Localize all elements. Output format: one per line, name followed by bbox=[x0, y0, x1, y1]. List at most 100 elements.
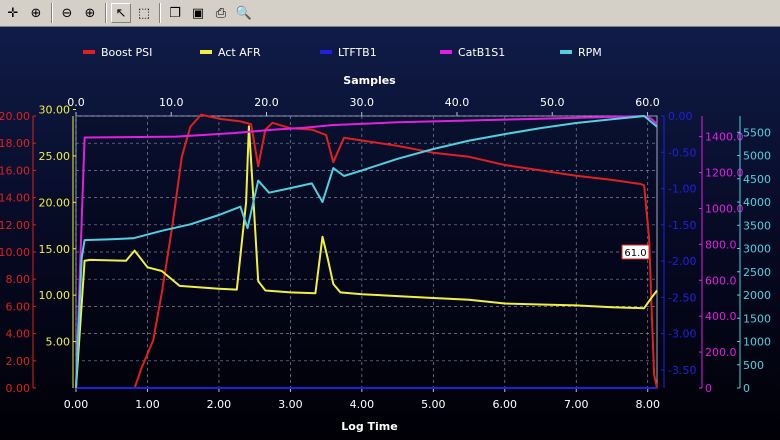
y-tick-label: 16.00 bbox=[0, 164, 30, 177]
print-preview-icon: 🔍 bbox=[235, 5, 253, 21]
y-tick-label: 800.0 bbox=[705, 238, 737, 251]
x-tick-label: 4.00 bbox=[350, 398, 375, 411]
legend-item: CatB1S1 bbox=[440, 46, 505, 59]
y-tick-label: 600.0 bbox=[705, 274, 737, 287]
y-tick-label: 25.00 bbox=[39, 150, 71, 163]
y-tick-label: 500 bbox=[743, 359, 764, 372]
x2-tick-label: 60.0 bbox=[635, 96, 660, 109]
chart-toolbar: ✛ ⊕ ⊖ ⊕ ↖ ⬚ ❐ ▣ ⎙ 🔍 bbox=[0, 0, 780, 27]
cursor-readout: 61.0 bbox=[621, 244, 650, 260]
legend: Boost PSI Act AFR LTFTB1 CatB1S1 RPM bbox=[83, 46, 602, 59]
chart: Boost PSI Act AFR LTFTB1 CatB1S1 RPM 0.00 1.0… bbox=[0, 27, 780, 440]
legend-item: RPM bbox=[560, 46, 602, 59]
y-tick-label: 1000 bbox=[743, 336, 771, 349]
legend-swatch bbox=[560, 50, 572, 54]
y-tick-label: -1.00 bbox=[668, 183, 696, 196]
y-tick-label: 1500 bbox=[743, 312, 771, 325]
legend-label: LTFTB1 bbox=[338, 46, 377, 59]
toolbar-separator bbox=[159, 3, 161, 23]
y-tick-label: 3500 bbox=[743, 219, 771, 232]
y-tick-label: 0 bbox=[705, 382, 712, 395]
zoom-in-icon: ⊕ bbox=[84, 5, 96, 21]
y-tick-label: -3.00 bbox=[668, 328, 696, 341]
y-tick-label: 5.00 bbox=[46, 336, 71, 349]
pan-button[interactable]: ✛ bbox=[3, 3, 23, 23]
pan-icon: ✛ bbox=[7, 5, 19, 21]
x2-tick-label: 20.0 bbox=[254, 96, 279, 109]
cursor-readout-box bbox=[621, 244, 650, 260]
x2-tick-label: 50.0 bbox=[540, 96, 565, 109]
series-layer bbox=[75, 113, 658, 389]
legend-item: LTFTB1 bbox=[320, 46, 377, 59]
y-tick-label: 15.00 bbox=[39, 243, 71, 256]
legend-swatch bbox=[200, 50, 212, 54]
toolbar-separator bbox=[51, 3, 53, 23]
legend-label: Act AFR bbox=[218, 46, 261, 59]
y-tick-label: -2.50 bbox=[668, 291, 696, 304]
select-box-icon: ⬚ bbox=[137, 5, 151, 21]
y-tick-label: 8.00 bbox=[6, 273, 31, 286]
y-tick-label: 18.00 bbox=[0, 137, 30, 150]
legend-item: Boost PSI bbox=[83, 46, 152, 59]
y-tick-label: 2000 bbox=[743, 289, 771, 302]
y-tick-label: 14.00 bbox=[0, 192, 30, 205]
y-tick-label: 5000 bbox=[743, 150, 771, 163]
toolbar-separator bbox=[105, 3, 107, 23]
y-tick-label: 200.0 bbox=[705, 346, 737, 359]
x2-tick-label: 30.0 bbox=[349, 96, 374, 109]
series-line-boost-psi bbox=[76, 113, 658, 389]
y-tick-label: 4500 bbox=[743, 173, 771, 186]
legend-swatch bbox=[320, 50, 332, 54]
zoom-out-icon: ⊖ bbox=[61, 5, 73, 21]
y-tick-label: 0.00 bbox=[6, 382, 31, 395]
series-line-act-afr bbox=[75, 125, 658, 389]
x2-tick-label: 0.0 bbox=[67, 96, 85, 109]
zoom-out-button[interactable]: ⊖ bbox=[57, 3, 77, 23]
y-tick-label: 12.00 bbox=[0, 219, 30, 232]
cursor-layer: 61.0 bbox=[621, 244, 650, 260]
y-tick-label: 1000.0 bbox=[705, 202, 744, 215]
legend-label: CatB1S1 bbox=[458, 46, 505, 59]
chart-background bbox=[0, 27, 780, 440]
pointer-button[interactable]: ↖ bbox=[111, 3, 131, 23]
zoom-in-button[interactable]: ⊕ bbox=[80, 3, 100, 23]
y-tick-label: -3.50 bbox=[668, 364, 696, 377]
y-tick-label: 3000 bbox=[743, 243, 771, 256]
y-tick-label: 1200.0 bbox=[705, 167, 744, 180]
print-preview-button[interactable]: 🔍 bbox=[234, 3, 254, 23]
y-tick-label: 0.00 bbox=[668, 110, 693, 123]
x-axis-title: Log Time bbox=[341, 420, 397, 433]
save-icon: ▣ bbox=[191, 5, 205, 21]
y-tick-label: -0.50 bbox=[668, 146, 696, 159]
save-button[interactable]: ▣ bbox=[188, 3, 208, 23]
select-box-button[interactable]: ⬚ bbox=[134, 3, 154, 23]
copy-button[interactable]: ❐ bbox=[165, 3, 185, 23]
zoom-area-button[interactable]: ⊕ bbox=[26, 3, 46, 23]
x-tick-label: 0.00 bbox=[64, 398, 89, 411]
y-tick-label: 6.00 bbox=[6, 300, 31, 313]
cursor-readout-label: 61.0 bbox=[624, 248, 646, 259]
y-tick-label: -1.50 bbox=[668, 219, 696, 232]
print-icon: ⎙ bbox=[215, 5, 227, 21]
y-tick-label: 10.00 bbox=[39, 289, 71, 302]
y-tick-label: 400.0 bbox=[705, 310, 737, 323]
axes: 0.00 1.00 2.00 3.00 4.00 5.00 6.00 7.00 8.00 0.0 1… bbox=[0, 74, 771, 433]
x-tick-label: 5.00 bbox=[421, 398, 446, 411]
y-tick-label: 4000 bbox=[743, 196, 771, 209]
legend-label: RPM bbox=[578, 46, 602, 59]
x-tick-label: 1.00 bbox=[135, 398, 160, 411]
y-tick-label: 5500 bbox=[743, 126, 771, 139]
y-tick-label: 1400.0 bbox=[705, 131, 744, 144]
x2-tick-label: 40.0 bbox=[445, 96, 470, 109]
legend-swatch bbox=[440, 50, 452, 54]
copy-icon: ❐ bbox=[169, 5, 181, 21]
print-button[interactable]: ⎙ bbox=[211, 3, 231, 23]
x2-axis-title: Samples bbox=[343, 74, 396, 87]
x2-tick-label: 10.0 bbox=[159, 96, 184, 109]
y-tick-label: 30.00 bbox=[39, 104, 71, 117]
y-tick-label: 20.00 bbox=[39, 196, 71, 209]
x-tick-label: 6.00 bbox=[493, 398, 518, 411]
pointer-icon: ↖ bbox=[115, 5, 127, 21]
x-tick-label: 7.00 bbox=[564, 398, 589, 411]
legend-label: Boost PSI bbox=[101, 46, 152, 59]
